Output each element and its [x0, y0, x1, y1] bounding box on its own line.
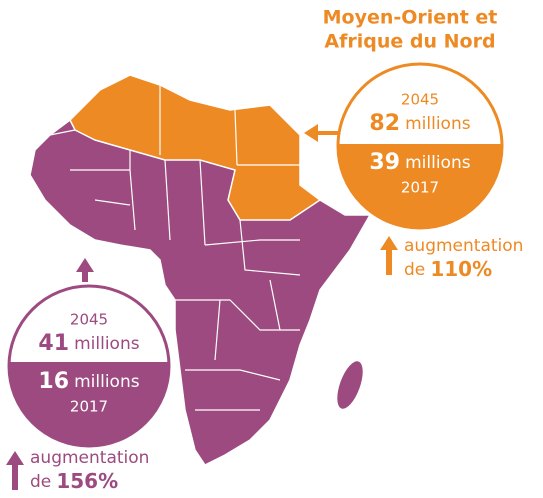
map [29, 74, 372, 466]
year: 2017 [70, 398, 108, 416]
value: 16 [38, 369, 69, 394]
circle: 2045 82 millions 39 millions 2017 [336, 62, 504, 230]
madagascar [337, 361, 363, 409]
arrow [304, 124, 340, 142]
change-value: 110% [430, 257, 492, 281]
region-title: Moyen-Orient et [323, 7, 498, 29]
arrow [380, 236, 398, 275]
value-line: 82 millions [369, 111, 470, 136]
unit: millions [405, 153, 471, 173]
year: 2045 [401, 91, 439, 109]
year: 2017 [401, 179, 439, 197]
arrow [76, 258, 94, 282]
value-line: 41 millions [38, 331, 139, 356]
change-prefix: de [30, 472, 51, 492]
arrow [6, 451, 24, 490]
change-label: augmentation [404, 236, 523, 256]
change-prefix: de [404, 260, 425, 280]
unit: millions [405, 114, 471, 134]
change-value: 156% [56, 469, 118, 493]
borders [49, 85, 301, 411]
value: 39 [369, 150, 400, 175]
unit: millions [74, 334, 140, 354]
value-line: 16 millions [38, 369, 139, 394]
value-line: 39 millions [369, 150, 470, 175]
year: 2045 [70, 311, 108, 329]
unit: millions [74, 372, 140, 392]
change-label: augmentation [30, 448, 149, 468]
change-line: de 110% [404, 257, 492, 281]
circle: 2045 41 millions 16 millions 2017 [7, 284, 171, 448]
region-title: Afrique du Nord [324, 31, 495, 53]
value: 82 [369, 111, 400, 136]
africa-north [69, 74, 322, 221]
value: 41 [38, 331, 69, 356]
change-line: de 156% [30, 469, 118, 493]
